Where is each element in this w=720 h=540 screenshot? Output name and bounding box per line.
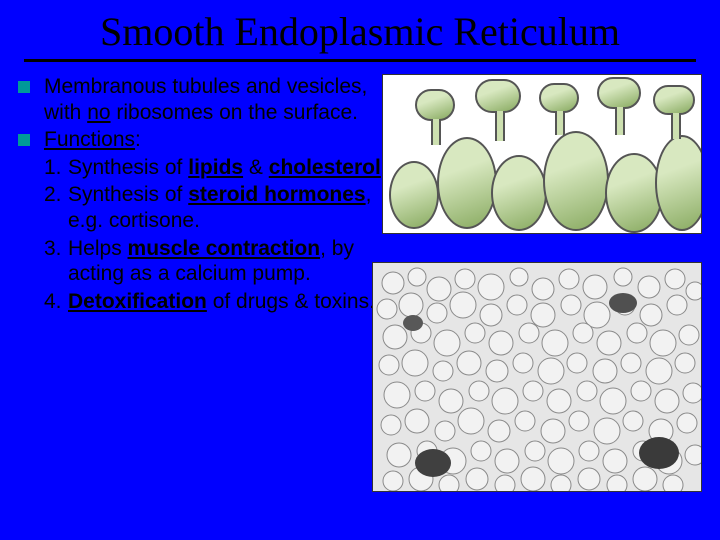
item-body: Synthesis of lipids & cholesterol. (68, 155, 387, 181)
micrograph-svg (373, 263, 702, 492)
item-number: 1. (44, 155, 68, 181)
functions-heading: Functions (44, 128, 135, 151)
txt: Synthesis of (68, 183, 188, 206)
txt: Helps (68, 237, 128, 260)
txt: Synthesis of (68, 156, 188, 179)
item-body: Detoxification of drugs & toxins. (68, 289, 387, 315)
text-column: Membranous tubules and vesicles, with no… (18, 74, 387, 318)
bullet-1-post: ribosomes on the surface. (111, 101, 358, 124)
item-number: 3. (44, 236, 68, 287)
square-bullet-icon (18, 81, 30, 93)
content-area: Membranous tubules and vesicles, with no… (0, 70, 720, 318)
keyword: cholesterol (269, 156, 381, 179)
title-divider (24, 59, 696, 62)
list-item: 2. Synthesis of steroid hormones, e.g. c… (44, 182, 387, 233)
txt: & (243, 156, 269, 179)
ser-electron-micrograph (372, 262, 702, 492)
item-number: 2. (44, 182, 68, 233)
bullet-2-text: Functions: 1. Synthesis of lipids & chol… (44, 127, 387, 316)
bullet-item-1: Membranous tubules and vesicles, with no… (18, 74, 387, 125)
keyword: Detoxification (68, 290, 207, 313)
ser-diagram-illustration (382, 74, 702, 234)
list-item: 3. Helps muscle contraction, by acting a… (44, 236, 387, 287)
keyword: muscle contraction (128, 237, 321, 260)
keyword: steroid hormones (188, 183, 365, 206)
functions-list: 1. Synthesis of lipids & cholesterol. 2.… (44, 155, 387, 315)
bullet-item-2: Functions: 1. Synthesis of lipids & chol… (18, 127, 387, 316)
square-bullet-icon (18, 134, 30, 146)
list-item: 4. Detoxification of drugs & toxins. (44, 289, 387, 315)
item-body: Synthesis of steroid hormones, e.g. cort… (68, 182, 387, 233)
keyword: lipids (188, 156, 243, 179)
page-title: Smooth Endoplasmic Reticulum (0, 0, 720, 59)
bullet-1-no: no (87, 101, 110, 124)
functions-colon: : (135, 128, 141, 151)
item-number: 4. (44, 289, 68, 315)
bullet-1-text: Membranous tubules and vesicles, with no… (44, 74, 387, 125)
txt: of drugs & toxins. (207, 290, 375, 313)
list-item: 1. Synthesis of lipids & cholesterol. (44, 155, 387, 181)
item-body: Helps muscle contraction, by acting as a… (68, 236, 387, 287)
image-column (387, 74, 702, 318)
